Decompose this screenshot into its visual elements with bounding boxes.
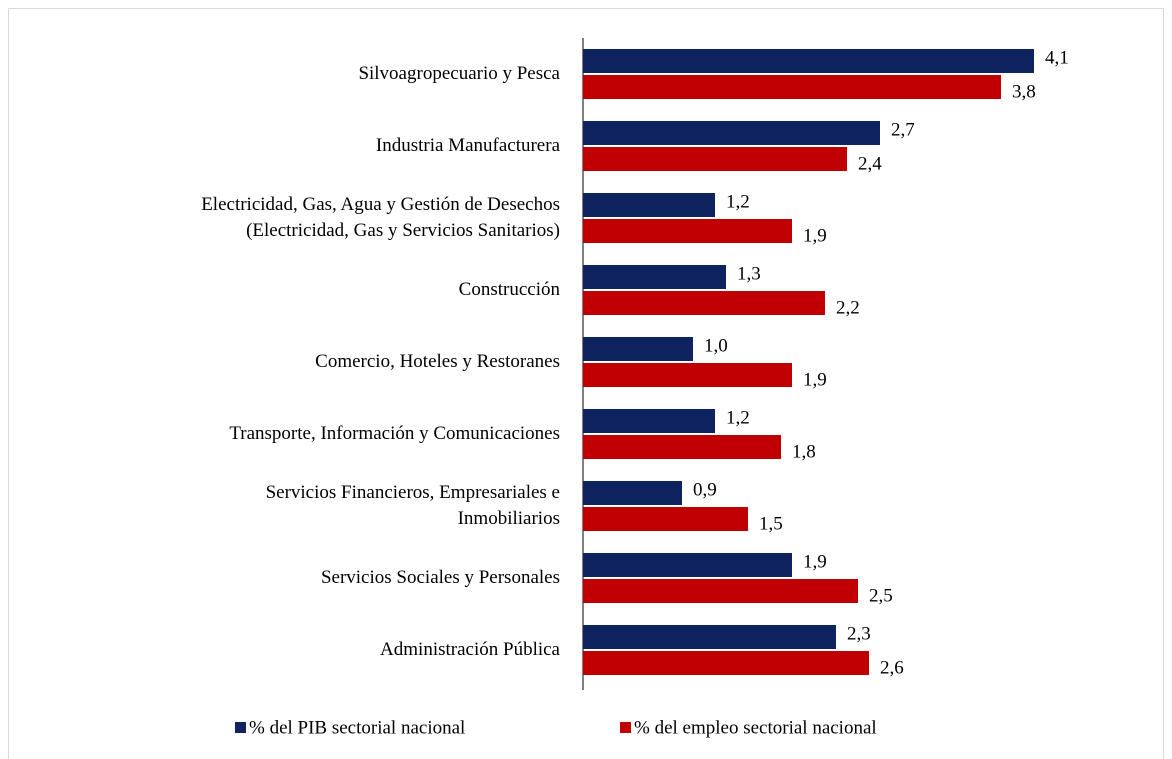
value-label: 1,2 (726, 407, 750, 428)
value-label: 0,9 (693, 479, 717, 500)
value-label: 1,9 (803, 369, 827, 390)
legend-label: % del empleo sectorial nacional (634, 717, 877, 738)
value-label: 1,0 (704, 335, 728, 356)
value-label: 1,2 (726, 191, 750, 212)
value-label: 1,3 (737, 263, 761, 284)
chart-frame (8, 8, 1164, 759)
bar (583, 507, 748, 531)
value-label: 1,5 (759, 513, 783, 534)
bar (583, 265, 726, 289)
value-label: 1,9 (803, 225, 827, 246)
bar (583, 481, 682, 505)
bar (583, 193, 715, 217)
category-label: Construcción (458, 279, 560, 300)
value-label: 1,8 (792, 441, 816, 462)
legend-swatch (620, 722, 631, 733)
value-label: 2,5 (869, 585, 893, 606)
bar (583, 49, 1034, 73)
value-label: 2,2 (836, 297, 860, 318)
value-label: 2,6 (880, 657, 904, 678)
value-label: 2,4 (858, 153, 882, 174)
bar (583, 579, 858, 603)
bar (583, 75, 1001, 99)
category-label: Transporte, Información y Comunicaciones (229, 423, 560, 444)
bar (583, 363, 792, 387)
bar (583, 435, 781, 459)
bar (583, 651, 869, 675)
bar (583, 553, 792, 577)
category-label: Servicios Financieros, Empresariales e I… (265, 482, 560, 529)
bar (583, 147, 847, 171)
legend-label: % del PIB sectorial nacional (249, 717, 465, 738)
bar (583, 625, 836, 649)
category-label: Industria Manufacturera (375, 135, 560, 156)
category-label: Administración Pública (380, 639, 560, 660)
value-label: 2,7 (891, 119, 915, 140)
value-label: 1,9 (803, 551, 827, 572)
bar (583, 219, 792, 243)
category-label: Servicios Sociales y Personales (320, 567, 560, 588)
category-label: Electricidad, Gas, Agua y Gestión de Des… (201, 194, 560, 241)
category-label: Silvoagropecuario y Pesca (358, 63, 560, 84)
legend-swatch (235, 722, 246, 733)
bar (583, 409, 715, 433)
bar (583, 291, 825, 315)
category-label: Comercio, Hoteles y Restoranes (315, 351, 560, 372)
value-label: 2,3 (847, 623, 871, 644)
bar (583, 337, 693, 361)
value-label: 4,1 (1045, 47, 1069, 68)
value-label: 3,8 (1012, 81, 1036, 102)
bar (583, 121, 880, 145)
